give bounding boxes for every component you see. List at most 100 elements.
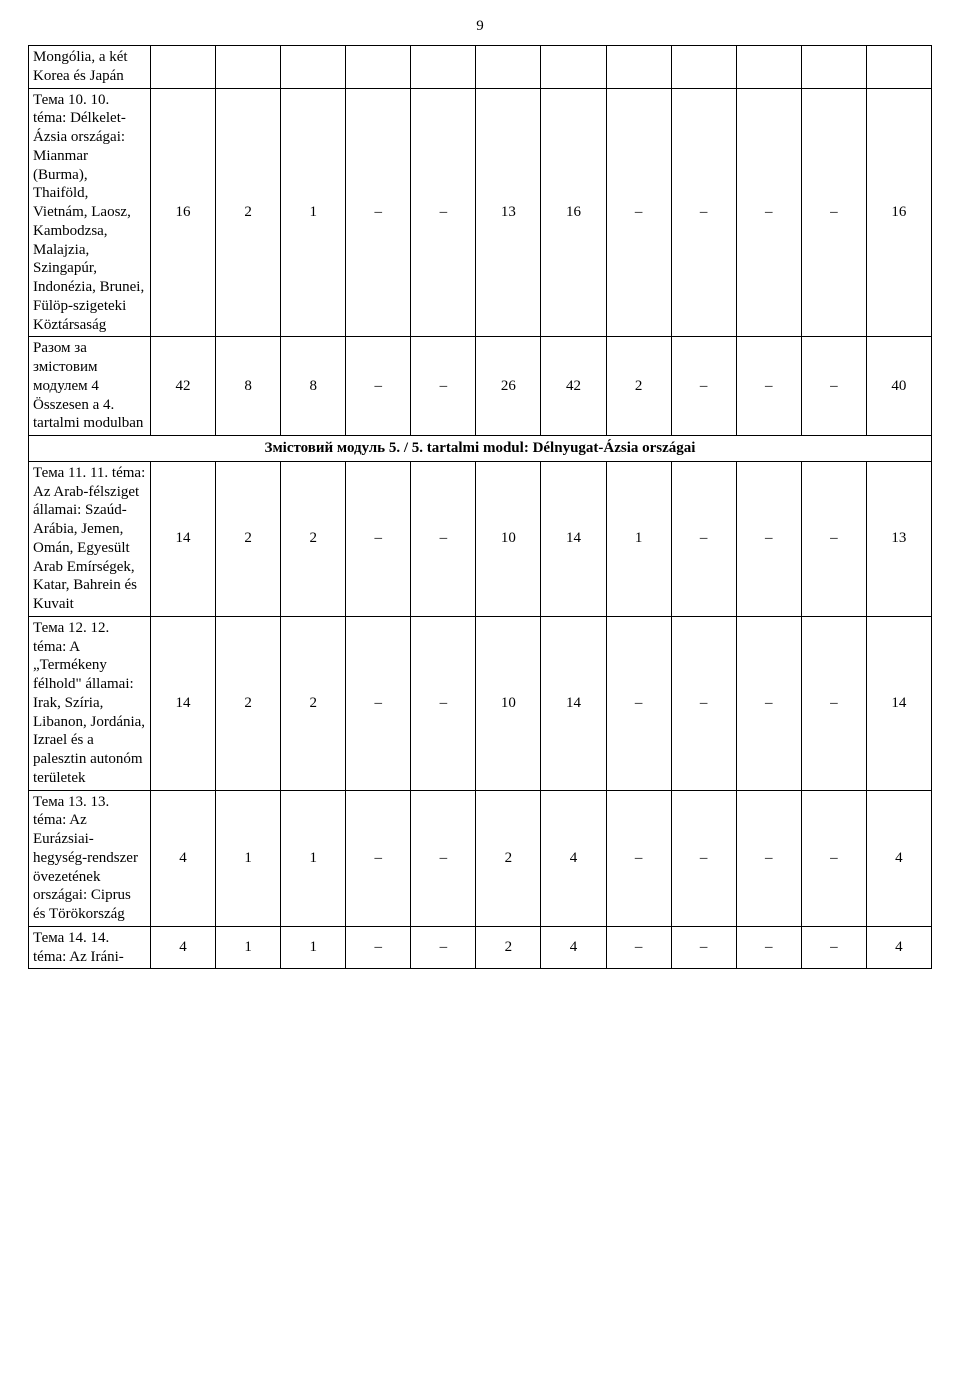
- data-cell: 14: [541, 461, 606, 616]
- data-cell: [671, 46, 736, 89]
- table-row: Разом за змістовим модулем 4 Összesen a …: [29, 337, 932, 436]
- data-cell: –: [346, 790, 411, 926]
- page-number: 9: [28, 18, 932, 35]
- data-cell: –: [346, 337, 411, 436]
- data-cell: [281, 46, 346, 89]
- data-cell: 2: [476, 926, 541, 969]
- data-cell: –: [736, 790, 801, 926]
- data-cell: –: [671, 790, 736, 926]
- data-cell: 4: [151, 790, 216, 926]
- data-cell: 14: [151, 616, 216, 790]
- data-cell: 2: [606, 337, 671, 436]
- data-cell: –: [671, 616, 736, 790]
- data-cell: 1: [216, 926, 281, 969]
- row-label: Mongólia, a két Korea és Japán: [29, 46, 151, 89]
- data-cell: –: [801, 790, 866, 926]
- data-cell: 16: [541, 88, 606, 337]
- row-label: Тема 13. 13. téma: Az Eurázsiai-hegység-…: [29, 790, 151, 926]
- row-label: Тема 14. 14. téma: Az Iráni-: [29, 926, 151, 969]
- data-cell: –: [411, 337, 476, 436]
- data-cell: –: [346, 926, 411, 969]
- data-cell: 2: [281, 461, 346, 616]
- data-cell: 4: [866, 790, 931, 926]
- row-label: Тема 10. 10. téma: Délkelet-Ázsia ország…: [29, 88, 151, 337]
- data-cell: –: [801, 337, 866, 436]
- data-cell: 8: [281, 337, 346, 436]
- data-cell: 1: [216, 790, 281, 926]
- data-cell: –: [736, 88, 801, 337]
- data-cell: [216, 46, 281, 89]
- data-cell: 10: [476, 461, 541, 616]
- data-cell: 26: [476, 337, 541, 436]
- data-cell: –: [606, 926, 671, 969]
- data-cell: 4: [541, 926, 606, 969]
- data-cell: 40: [866, 337, 931, 436]
- section-header-cell: Змістовий модуль 5. / 5. tartalmi modul:…: [29, 436, 932, 462]
- data-cell: 2: [216, 616, 281, 790]
- data-table: Mongólia, a két Korea és JapánТема 10. 1…: [28, 45, 932, 969]
- row-label: Тема 11. 11. téma: Az Arab-félsziget áll…: [29, 461, 151, 616]
- data-cell: 10: [476, 616, 541, 790]
- data-cell: 1: [281, 926, 346, 969]
- data-cell: 1: [281, 790, 346, 926]
- data-cell: [606, 46, 671, 89]
- data-cell: [346, 46, 411, 89]
- data-cell: [476, 46, 541, 89]
- data-cell: –: [801, 926, 866, 969]
- data-cell: –: [606, 616, 671, 790]
- data-cell: 4: [866, 926, 931, 969]
- data-cell: –: [736, 616, 801, 790]
- data-cell: 13: [476, 88, 541, 337]
- data-cell: –: [736, 461, 801, 616]
- data-cell: –: [671, 337, 736, 436]
- data-cell: 4: [541, 790, 606, 926]
- data-cell: –: [671, 461, 736, 616]
- data-cell: 14: [151, 461, 216, 616]
- data-cell: 42: [541, 337, 606, 436]
- data-cell: 4: [151, 926, 216, 969]
- section-header-row: Змістовий модуль 5. / 5. tartalmi modul:…: [29, 436, 932, 462]
- data-cell: 2: [476, 790, 541, 926]
- data-cell: 2: [216, 88, 281, 337]
- data-cell: 16: [866, 88, 931, 337]
- data-cell: 14: [541, 616, 606, 790]
- data-cell: –: [736, 926, 801, 969]
- row-label: Разом за змістовим модулем 4 Összesen a …: [29, 337, 151, 436]
- data-cell: [866, 46, 931, 89]
- data-cell: –: [606, 790, 671, 926]
- data-cell: [736, 46, 801, 89]
- data-cell: 1: [606, 461, 671, 616]
- data-cell: 2: [281, 616, 346, 790]
- data-cell: –: [801, 616, 866, 790]
- data-cell: –: [346, 88, 411, 337]
- data-cell: [541, 46, 606, 89]
- table-row: Mongólia, a két Korea és Japán: [29, 46, 932, 89]
- data-cell: [151, 46, 216, 89]
- table-row: Тема 10. 10. téma: Délkelet-Ázsia ország…: [29, 88, 932, 337]
- data-cell: [411, 46, 476, 89]
- data-cell: 13: [866, 461, 931, 616]
- data-cell: –: [411, 926, 476, 969]
- table-row: Тема 11. 11. téma: Az Arab-félsziget áll…: [29, 461, 932, 616]
- section-header-bold: Délnyugat-Ázsia országai: [533, 440, 696, 456]
- data-cell: –: [411, 616, 476, 790]
- data-cell: [801, 46, 866, 89]
- data-cell: –: [411, 88, 476, 337]
- data-cell: –: [736, 337, 801, 436]
- table-row: Тема 12. 12. téma: A „Termékeny félhold"…: [29, 616, 932, 790]
- data-cell: –: [346, 461, 411, 616]
- data-cell: 14: [866, 616, 931, 790]
- data-cell: 1: [281, 88, 346, 337]
- table-row: Тема 13. 13. téma: Az Eurázsiai-hegység-…: [29, 790, 932, 926]
- data-cell: –: [411, 461, 476, 616]
- data-cell: 42: [151, 337, 216, 436]
- data-cell: 8: [216, 337, 281, 436]
- data-cell: –: [671, 926, 736, 969]
- data-cell: –: [801, 88, 866, 337]
- data-cell: –: [671, 88, 736, 337]
- section-header-prefix: Змістовий модуль 5. / 5. tartalmi modul:: [265, 440, 533, 456]
- row-label: Тема 12. 12. téma: A „Termékeny félhold"…: [29, 616, 151, 790]
- data-cell: –: [346, 616, 411, 790]
- data-cell: –: [801, 461, 866, 616]
- table-row: Тема 14. 14. téma: Az Iráni-411––24––––4: [29, 926, 932, 969]
